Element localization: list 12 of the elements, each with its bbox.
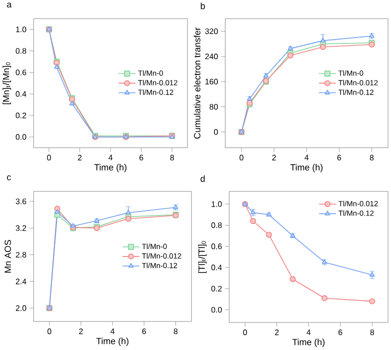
- x-axis-title: Time (h): [290, 164, 323, 172]
- chart-title: d: [200, 175, 205, 182]
- y-axis-title: Cumulative electron transfer: [194, 27, 200, 138]
- y-axis-title: Mn AOS: [4, 240, 11, 272]
- x-axis-title: Time (h): [94, 164, 126, 172]
- y-axis-title: [Mn]$_{t}$/[Mn]$_{0}$: [2, 62, 11, 104]
- chart-title: c: [7, 175, 11, 180]
- x-axis-title: Time (h): [292, 338, 325, 347]
- chart-title: b: [200, 2, 205, 10]
- y-axis-title: [Tl]$_{t}$/[Tl]$_{0}$: [198, 240, 207, 273]
- x-axis-title: Time (h): [96, 338, 128, 346]
- chart-title: a: [7, 2, 12, 8]
